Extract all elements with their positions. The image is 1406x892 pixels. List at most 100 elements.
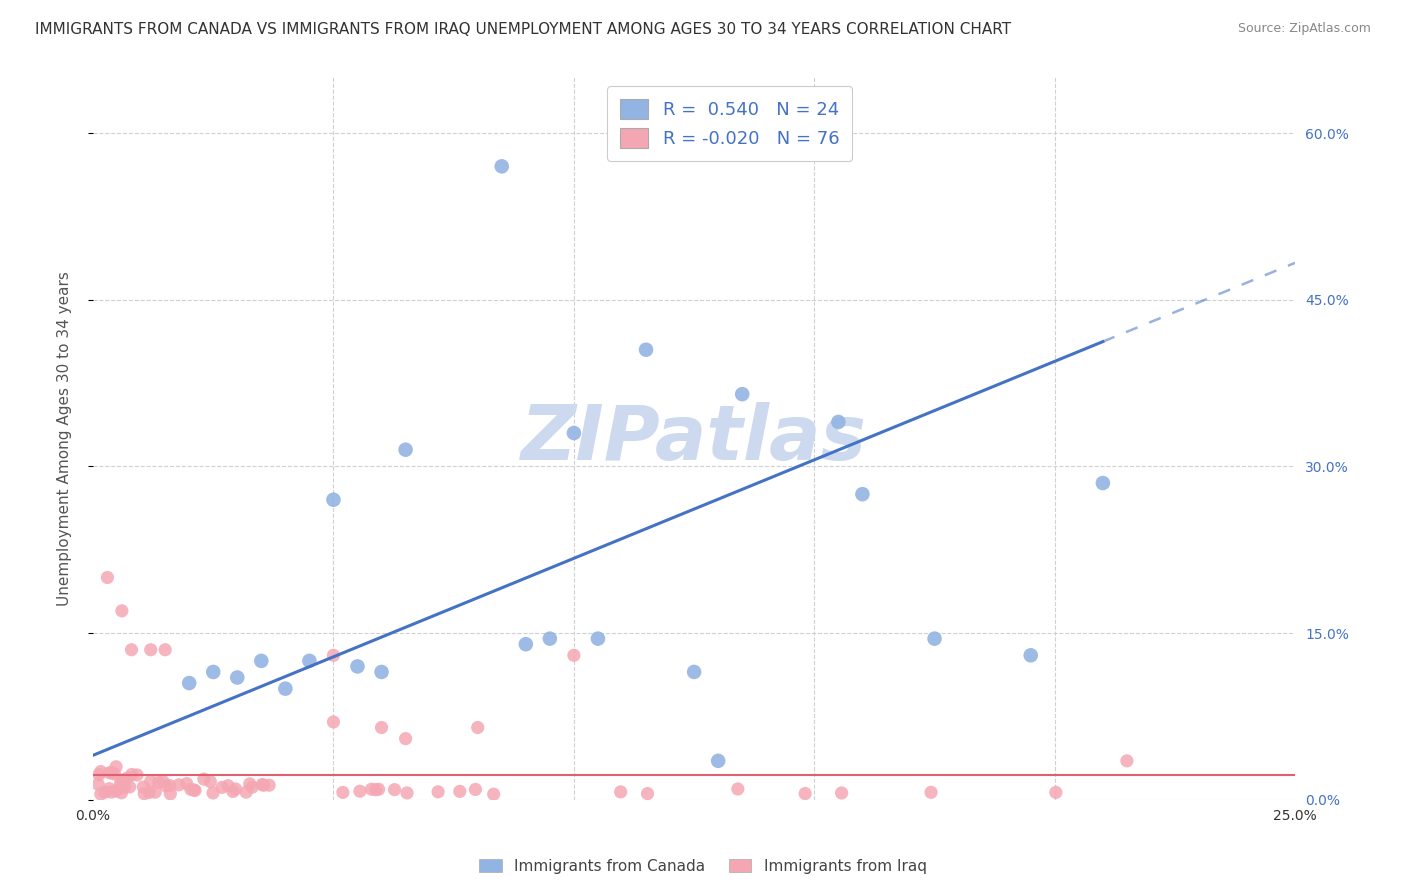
Point (349, 784, 371, 798)
Point (482, 787, 505, 801)
Text: Source: ZipAtlas.com: Source: ZipAtlas.com (1237, 22, 1371, 36)
Point (464, 782, 486, 797)
Point (346, 659, 368, 673)
Point (609, 785, 631, 799)
Point (364, 782, 387, 797)
Legend: R =  0.540   N = 24, R = -0.020   N = 76: R = 0.540 N = 24, R = -0.020 N = 76 (607, 87, 852, 161)
Point (159, 787, 181, 801)
Point (322, 648, 344, 663)
Point (222, 784, 245, 798)
Point (1045, 785, 1067, 799)
Point (139, 642, 162, 657)
Point (827, 415, 849, 429)
Point (794, 787, 817, 801)
Point (183, 783, 205, 797)
Point (562, 648, 585, 663)
Point (134, 787, 156, 801)
Point (332, 785, 354, 799)
Point (370, 665, 392, 679)
Point (396, 786, 419, 800)
Point (94, 785, 117, 799)
Point (731, 387, 754, 401)
Point (90, 764, 112, 779)
Text: ZIPatlas: ZIPatlas (522, 401, 868, 475)
Point (1091, 476, 1114, 491)
Point (924, 632, 946, 646)
Point (562, 425, 585, 440)
Point (240, 780, 263, 794)
Point (360, 782, 382, 797)
Point (201, 786, 224, 800)
Point (176, 776, 198, 790)
Point (96, 570, 118, 584)
Point (211, 780, 233, 795)
Point (225, 781, 247, 796)
Point (111, 604, 134, 618)
Point (515, 637, 537, 651)
Point (101, 765, 124, 780)
Point (121, 642, 143, 657)
Point (121, 767, 143, 781)
Point (250, 654, 273, 668)
Point (637, 787, 659, 801)
Legend: Immigrants from Canada, Immigrants from Iraq: Immigrants from Canada, Immigrants from … (474, 853, 932, 880)
Point (384, 782, 406, 797)
Point (298, 654, 321, 668)
Point (155, 779, 177, 793)
Point (239, 777, 262, 791)
Point (180, 782, 202, 797)
Point (110, 786, 132, 800)
Point (634, 343, 657, 357)
Point (1019, 648, 1042, 663)
Point (179, 676, 201, 690)
Point (1116, 754, 1139, 768)
Point (167, 778, 190, 792)
Point (274, 681, 297, 696)
Point (117, 771, 139, 785)
Point (235, 785, 257, 799)
Point (103, 767, 125, 781)
Point (152, 774, 174, 789)
Point (112, 772, 135, 787)
Point (90, 787, 112, 801)
Point (322, 492, 344, 507)
Point (252, 778, 274, 792)
Point (125, 768, 148, 782)
Point (226, 671, 249, 685)
Point (153, 642, 176, 657)
Point (538, 632, 561, 646)
Point (193, 772, 215, 786)
Point (831, 786, 853, 800)
Point (148, 775, 170, 789)
Point (159, 779, 181, 793)
Point (110, 780, 132, 794)
Point (217, 779, 239, 793)
Point (367, 782, 389, 797)
Point (111, 773, 134, 788)
Point (87, 767, 110, 781)
Point (257, 778, 280, 792)
Point (105, 784, 128, 798)
Point (98, 781, 121, 796)
Point (184, 783, 207, 797)
Point (920, 785, 942, 799)
Point (132, 780, 155, 794)
Text: IMMIGRANTS FROM CANADA VS IMMIGRANTS FROM IRAQ UNEMPLOYMENT AMONG AGES 30 TO 34 : IMMIGRANTS FROM CANADA VS IMMIGRANTS FRO… (35, 22, 1011, 37)
Point (322, 714, 344, 729)
Point (200, 774, 222, 789)
Point (110, 777, 132, 791)
Point (394, 442, 416, 457)
Point (139, 774, 162, 789)
Point (727, 781, 749, 796)
Point (683, 665, 706, 679)
Point (467, 721, 489, 735)
Point (105, 760, 128, 774)
Point (87, 777, 110, 791)
Point (138, 785, 160, 799)
Point (98, 765, 121, 780)
Point (143, 785, 166, 799)
Point (252, 778, 274, 792)
Point (707, 754, 730, 768)
Point (118, 780, 141, 794)
Point (427, 785, 450, 799)
